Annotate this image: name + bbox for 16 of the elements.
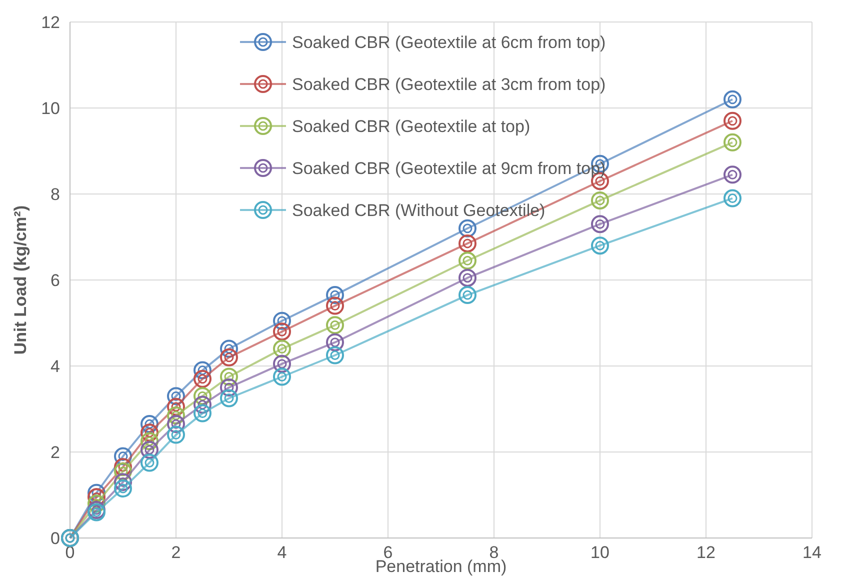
y-tick-label: 0 [50,528,60,548]
y-tick-label: 6 [50,270,60,290]
y-tick-label: 8 [50,184,60,204]
y-tick-label: 2 [50,442,60,462]
legend-label: Soaked CBR (Geotextile at 3cm from top) [292,74,606,94]
y-tick-label: 4 [50,356,60,376]
x-tick-label: 4 [277,543,287,562]
x-tick-label: 10 [590,543,610,562]
x-tick-label: 2 [171,543,181,562]
legend-label: Soaked CBR (Geotextile at 6cm from top) [292,32,606,52]
y-axis-title: Unit Load (kg/cm²) [11,205,30,355]
y-tick-label: 10 [41,98,60,118]
x-tick-label: 12 [696,543,716,562]
legend-label: Soaked CBR (Geotextile at top) [292,116,530,136]
x-tick-label: 14 [802,543,822,562]
y-tick-label: 12 [41,12,60,32]
